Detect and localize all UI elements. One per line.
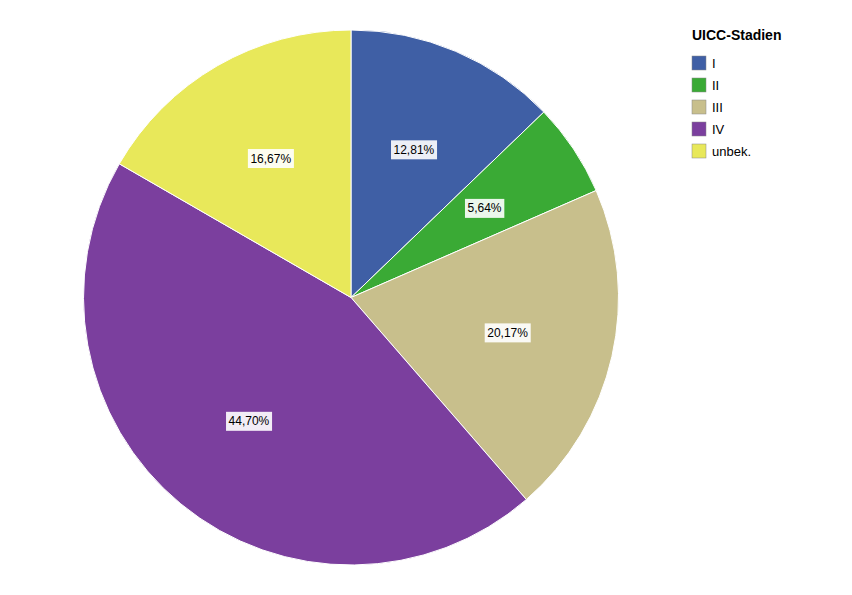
data-label-group: 5,64% <box>465 199 504 218</box>
legend-swatch <box>692 56 706 70</box>
data-label-group: 44,70% <box>226 412 272 431</box>
data-label-group: 16,67% <box>248 149 294 168</box>
legend-swatch <box>692 144 706 158</box>
data-label: 44,70% <box>229 414 270 428</box>
pie <box>84 30 619 565</box>
data-label-background <box>485 323 531 342</box>
data-label: 20,17% <box>487 326 528 340</box>
chart: 12,81% 5,64% 20,17% 44,70% 16,67% UICC-Stadie… <box>0 0 852 595</box>
data-label: 5,64% <box>467 201 501 215</box>
data-labels: 12,81% 5,64% 20,17% 44,70% 16,67% <box>226 140 531 430</box>
legend-item: unbek. <box>692 144 751 159</box>
data-label-background <box>465 199 504 218</box>
legend-label: III <box>712 100 723 115</box>
data-label-background <box>391 140 437 159</box>
legend-label: IV <box>712 122 725 137</box>
data-label-background <box>226 412 272 431</box>
data-label-group: 20,17% <box>485 323 531 342</box>
legend-swatch <box>692 78 706 92</box>
legend-item: I <box>692 56 716 71</box>
data-label-group: 12,81% <box>391 140 437 159</box>
legend-label: II <box>712 78 719 93</box>
legend: UICC-StadienIIIIIIIVunbek. <box>692 27 781 158</box>
data-label-background <box>248 149 294 168</box>
legend-swatch <box>692 100 706 114</box>
legend-label: I <box>712 56 716 71</box>
pie-slice <box>119 30 351 298</box>
legend-item: IV <box>692 122 725 137</box>
legend-label: unbek. <box>712 144 751 159</box>
data-label: 12,81% <box>394 143 435 157</box>
data-label: 16,67% <box>250 152 291 166</box>
legend-item: II <box>692 78 719 93</box>
legend-item: III <box>692 100 723 115</box>
legend-swatch <box>692 122 706 136</box>
legend-title: UICC-Stadien <box>692 27 781 43</box>
